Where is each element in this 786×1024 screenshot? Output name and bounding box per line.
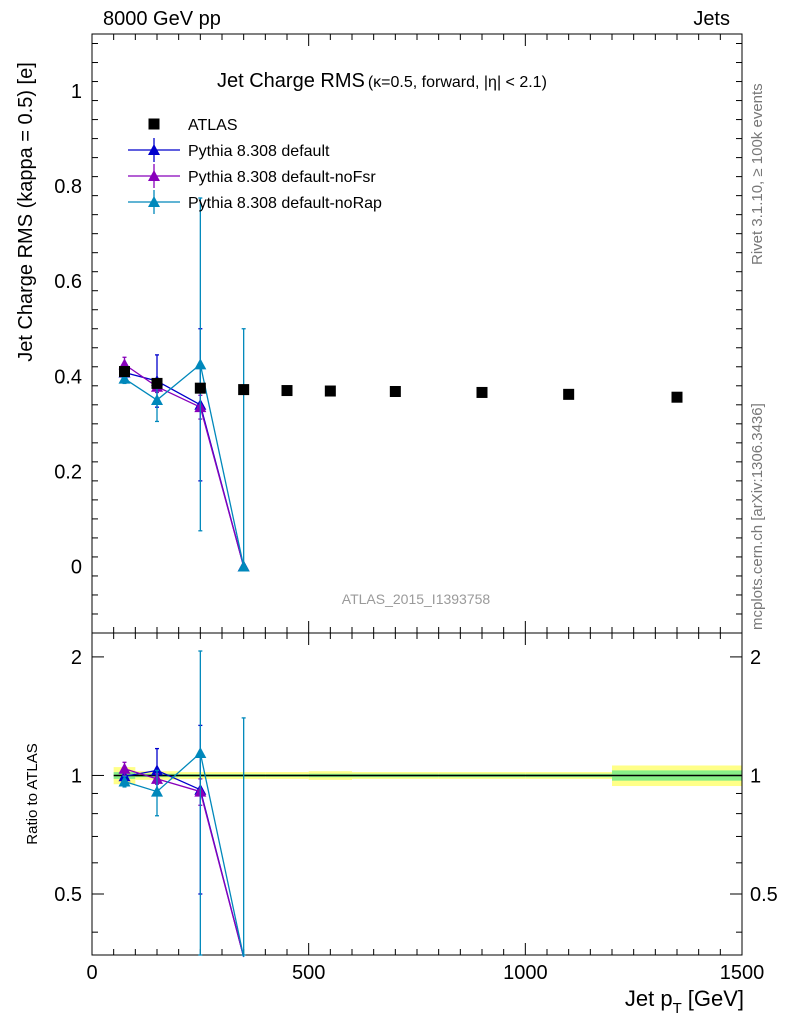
atlas-data-marker — [151, 377, 163, 389]
main-series-noFsr — [118, 356, 250, 572]
main-line-default — [124, 371, 245, 567]
ratio-series-noRap — [118, 650, 246, 958]
main-marker-noRap — [194, 358, 207, 370]
main-ytick-label: 0.2 — [54, 461, 82, 483]
x-axis-label-unit: [GeV] — [688, 986, 744, 1011]
ratio-ytick-label-right: 1 — [750, 765, 761, 787]
main-ytick-label: 0.4 — [54, 366, 82, 388]
main-y-axis-label: Jet Charge RMS (kappa = 0.5) [e] — [15, 62, 37, 362]
text-layer: 0 0.2 0.4 0.6 0.8 1 0.5 0.5 1 1 2 2 0 500 1000 1500 Jet … — [15, 62, 778, 1017]
main-line-noFsr — [124, 363, 245, 567]
atlas-data-marker — [194, 382, 206, 394]
main-marker-noRap — [151, 394, 163, 406]
chart-title: Jet Charge RMS (κ=0.5, forward, |η| < 2.1… — [217, 70, 547, 92]
ratio-y-axis-label: Ratio to ATLAS — [24, 743, 41, 844]
process-label: Jets — [693, 8, 730, 30]
ratio-ytick-label-left: 2 — [71, 647, 82, 669]
main-ytick-label: 0 — [71, 556, 82, 578]
main-ytick-label: 0.6 — [54, 271, 82, 293]
atlas-data-marker — [238, 384, 250, 396]
ratio-series-default — [118, 724, 245, 958]
rivet-version-label: Rivet 3.1.10, ≥ 100k events — [749, 83, 766, 265]
x-axis-label: Jet pT [GeV] — [625, 986, 744, 1017]
ratio-ytick-label-right: 0.5 — [750, 884, 778, 906]
ratio-marker-noRap — [118, 775, 131, 787]
x-axis-label-subscript: T — [673, 1000, 682, 1017]
ratio-ytick-label-left: 0.5 — [54, 884, 82, 906]
legend-label: ATLAS — [188, 117, 238, 134]
mcplots-credit-label: mcplots.cern.ch [arXiv:1306.3436] — [749, 403, 766, 630]
ratio-marker-noRap — [194, 747, 207, 759]
xtick-label: 500 — [292, 962, 325, 984]
atlas-data-marker — [563, 388, 575, 400]
atlas-data-marker — [324, 385, 336, 397]
ratio-plot-frame — [91, 632, 743, 956]
legend-label: Pythia 8.308 default-noRap — [188, 195, 382, 212]
legend-marker-default — [148, 144, 160, 155]
legend-marker-noFsr — [148, 170, 160, 181]
legend-marker-atlas — [148, 118, 160, 130]
legend: ATLAS Pythia 8.308 default Pythia 8.308 de… — [128, 117, 382, 214]
ratio-line-noRap — [124, 751, 245, 958]
main-line-noRap — [124, 363, 245, 567]
ratio-ytick-label-left: 1 — [71, 765, 82, 787]
ratio-line-noFsr — [124, 768, 245, 958]
xtick-label: 1000 — [503, 962, 548, 984]
xtick-label: 0 — [86, 962, 97, 984]
chart-title-suffix: (κ=0.5, forward, |η| < 2.1) — [368, 74, 547, 91]
series-layer — [118, 197, 683, 958]
legend-label: Pythia 8.308 default-noFsr — [188, 169, 376, 186]
ratio-ytick-label-right: 2 — [750, 647, 761, 669]
main-marker-noRap — [237, 560, 250, 572]
analysis-watermark: ATLAS_2015_I1393758 — [342, 591, 491, 607]
legend-label: Pythia 8.308 default — [188, 143, 330, 160]
beam-label: 8000 GeV pp — [103, 8, 221, 30]
atlas-data-marker — [119, 366, 130, 378]
legend-marker-noRap — [148, 196, 160, 207]
ticks-layer — [91, 34, 743, 955]
main-ytick-label: 0.8 — [54, 176, 82, 198]
main-marker-noRap — [118, 372, 131, 384]
ratio-line-default — [124, 769, 245, 958]
xtick-label: 1500 — [720, 962, 765, 984]
ratio-series-noFsr — [118, 761, 245, 958]
main-series-default — [118, 328, 250, 572]
atlas-data-marker — [389, 385, 401, 397]
atlas-data-marker — [671, 391, 683, 403]
main-ytick-label: 1 — [71, 81, 82, 103]
atlas-data-marker — [476, 386, 488, 398]
ratio-marker-noFsr — [118, 762, 131, 774]
ratio-band-layer — [113, 765, 742, 787]
ratio-marker-noRap — [151, 785, 163, 797]
atlas-data-marker — [281, 385, 293, 397]
